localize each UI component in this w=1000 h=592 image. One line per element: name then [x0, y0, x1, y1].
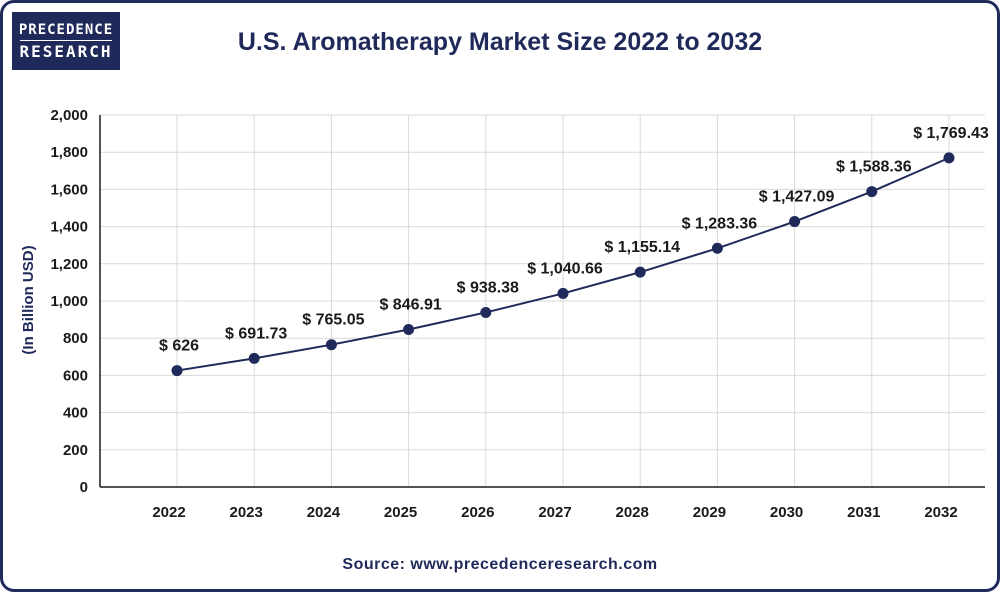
logo-line-2: RESEARCH — [19, 41, 113, 61]
data-label: $ 1,040.66 — [527, 260, 603, 277]
label-layer: $ 626 $ 691.73 $ 765.05 $ 846.91 $ 938.38 $ 1… — [159, 125, 989, 355]
y-tick-label: 200 — [63, 442, 88, 459]
grid-layer — [100, 114, 985, 487]
data-label: $ 1,427.09 — [759, 189, 835, 206]
data-point — [866, 186, 878, 198]
data-label: $ 846.91 — [379, 296, 441, 313]
data-point — [480, 306, 492, 318]
data-label: $ 1,155.14 — [604, 239, 680, 256]
data-label: $ 1,588.36 — [836, 159, 912, 176]
y-tick-label: 400 — [63, 405, 88, 422]
chart-title: U.S. Aromatherapy Market Size 2022 to 20… — [237, 28, 763, 56]
y-tick-label: 1,000 — [50, 293, 88, 310]
data-point — [171, 365, 183, 377]
data-point — [789, 216, 801, 228]
data-point — [943, 152, 955, 164]
x-tick-label: 2031 — [847, 504, 880, 521]
data-point — [248, 352, 260, 364]
data-point — [325, 339, 337, 351]
data-point — [711, 242, 723, 254]
y-tick-label: 1,800 — [50, 144, 88, 161]
source-note: Source: www.precedenceresearch.com — [342, 556, 658, 573]
x-tick-label: 2022 — [152, 504, 185, 521]
y-tick-label: 1,200 — [50, 256, 88, 273]
y-tick-label: 2,000 — [50, 107, 88, 124]
data-label: $ 1,769.43 — [913, 125, 989, 142]
y-tick-label: 600 — [63, 367, 88, 384]
y-axis-label: (In Billion USD) — [20, 245, 37, 354]
x-tick-label: 2029 — [693, 504, 726, 521]
y-tick-label: 0 — [80, 479, 88, 496]
y-tick-label: 1,400 — [50, 219, 88, 236]
x-tick-label: 2032 — [924, 504, 957, 521]
x-tick-label: 2023 — [230, 504, 263, 521]
x-tick-label: 2028 — [616, 504, 649, 521]
x-tick-label: 2025 — [384, 504, 417, 521]
x-tick-label: 2026 — [461, 504, 494, 521]
y-tick-label: 800 — [63, 330, 88, 347]
x-tick-label: 2027 — [538, 504, 571, 521]
logo-divider — [20, 39, 112, 41]
x-tick-label: 2030 — [770, 504, 803, 521]
data-point — [403, 323, 415, 335]
data-label: $ 691.73 — [225, 325, 287, 342]
data-point — [634, 266, 646, 278]
series-layer — [171, 152, 955, 377]
data-label: $ 765.05 — [302, 312, 364, 329]
y-tick-label: 1,600 — [50, 181, 88, 198]
logo-line-1: PRECEDENCE — [18, 21, 114, 38]
axis-layer: 0 200 400 600 800 1,000 1,200 1,400 1,600 1,800 2,… — [50, 107, 985, 521]
brand-logo: PRECEDENCE RESEARCH — [12, 12, 120, 70]
x-tick-label: 2024 — [307, 504, 341, 521]
data-label: $ 626 — [159, 338, 199, 355]
data-point — [557, 287, 569, 299]
data-label: $ 938.38 — [457, 279, 519, 296]
data-label: $ 1,283.36 — [682, 215, 758, 232]
